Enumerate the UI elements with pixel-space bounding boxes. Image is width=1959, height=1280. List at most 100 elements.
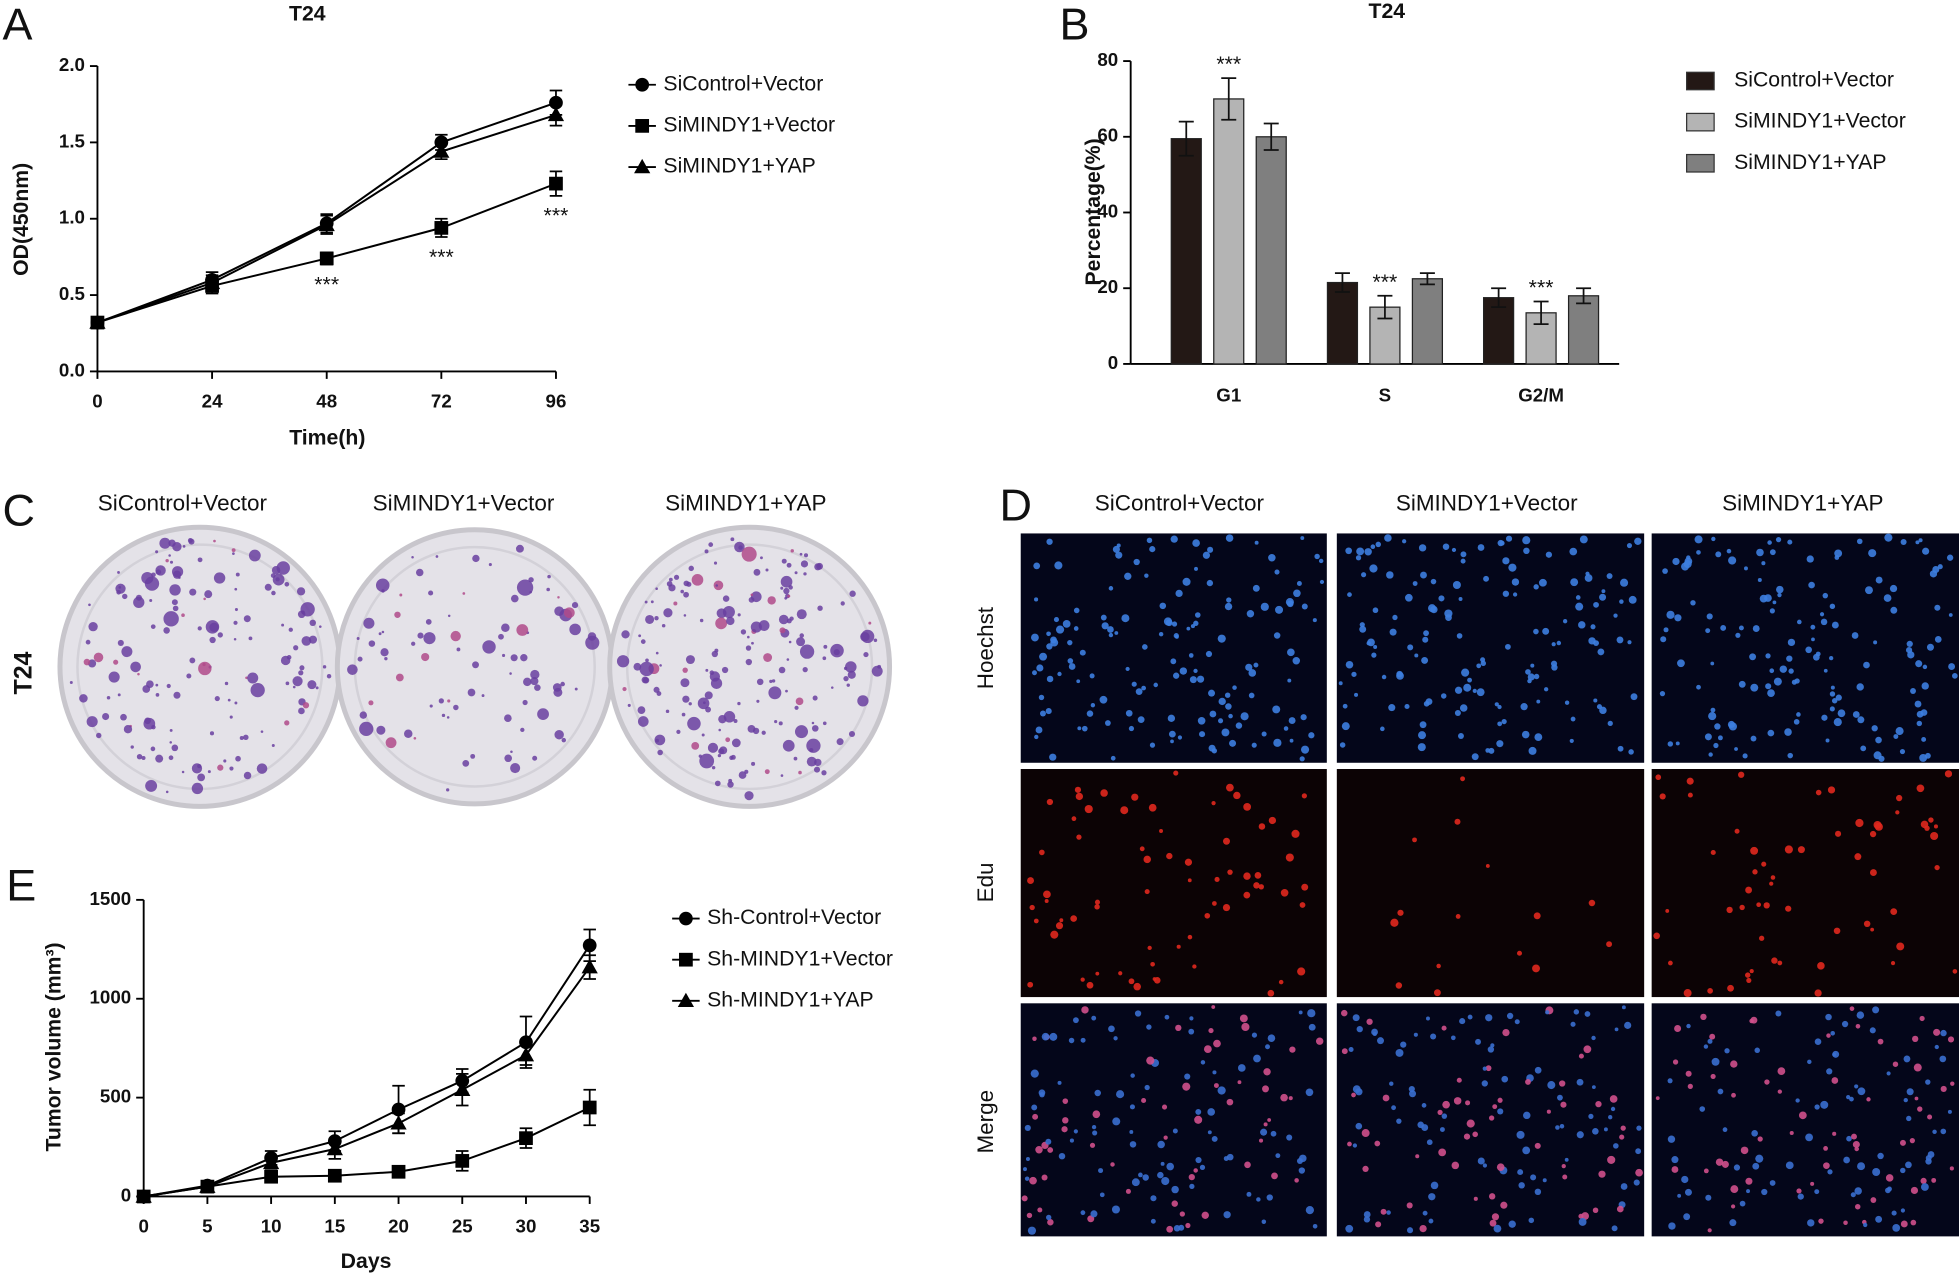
- colony: [233, 620, 238, 625]
- cell: [1797, 846, 1805, 854]
- cell: [1931, 1177, 1937, 1183]
- panel-label: D: [999, 479, 1031, 530]
- cell: [1569, 547, 1578, 556]
- cell: [1895, 794, 1903, 802]
- colony: [847, 670, 856, 679]
- marker: [581, 958, 598, 974]
- cell: [1172, 1128, 1178, 1134]
- colony: [501, 623, 510, 632]
- cell: [1745, 972, 1751, 978]
- cell: [1170, 739, 1174, 744]
- cell: [1081, 725, 1088, 732]
- cell: [1734, 747, 1738, 751]
- colony: [510, 762, 521, 774]
- cell: [1528, 1217, 1535, 1224]
- cell: [1592, 1207, 1599, 1214]
- cell: [1458, 597, 1463, 601]
- colony: [315, 686, 319, 690]
- cell: [1129, 1141, 1137, 1148]
- cell: [1805, 646, 1812, 654]
- cell: [1616, 1205, 1624, 1213]
- colony: [727, 781, 734, 788]
- error-bar: [1334, 272, 1350, 293]
- cell: [1171, 621, 1178, 627]
- cell: [1745, 886, 1753, 894]
- cell: [1407, 644, 1414, 651]
- colony: [232, 552, 235, 555]
- cell: [1601, 589, 1606, 594]
- colony: [117, 693, 121, 697]
- cell: [1456, 1077, 1462, 1083]
- cell: [1619, 1134, 1625, 1140]
- cell: [1830, 1031, 1836, 1036]
- cell: [1726, 906, 1733, 914]
- cell: [1359, 625, 1367, 633]
- cell: [1430, 605, 1438, 614]
- cell: [1655, 1096, 1660, 1101]
- colony: [794, 725, 809, 739]
- colony: [709, 670, 715, 675]
- colony: [488, 563, 492, 567]
- bar: [1326, 281, 1359, 365]
- cell: [1146, 1024, 1152, 1030]
- colony: [528, 577, 534, 583]
- bar: [1170, 138, 1202, 365]
- colony: [750, 591, 762, 603]
- cell: [1593, 601, 1599, 608]
- colony: [760, 556, 763, 560]
- cell: [1412, 837, 1417, 843]
- cell: [1045, 1138, 1052, 1145]
- cell: [1041, 1174, 1048, 1181]
- cell: [1948, 613, 1953, 617]
- colony: [798, 770, 802, 775]
- cell: [1869, 830, 1877, 838]
- colony: [123, 725, 133, 734]
- cell: [1599, 593, 1607, 601]
- cell: [1671, 1156, 1679, 1164]
- cell: [1080, 977, 1085, 982]
- cell: [1034, 734, 1039, 740]
- cell: [1731, 1092, 1736, 1098]
- colony: [717, 753, 722, 758]
- cell: [1287, 648, 1295, 657]
- cell: [1296, 581, 1302, 586]
- cell: [1453, 1097, 1462, 1105]
- colony: [137, 672, 140, 676]
- cell: [1194, 1115, 1203, 1124]
- colony: [235, 572, 240, 577]
- colony: [462, 592, 466, 595]
- marker: [519, 1131, 533, 1146]
- cell: [1421, 1103, 1427, 1108]
- legend-marker: [679, 911, 693, 926]
- colony: [537, 708, 549, 720]
- colony: [108, 671, 120, 683]
- cell: [1266, 1194, 1273, 1201]
- colony: [778, 721, 783, 726]
- cell: [1131, 1178, 1140, 1187]
- cell: [1735, 632, 1741, 638]
- colony: [814, 758, 822, 767]
- cell: [1767, 540, 1772, 545]
- cell: [1628, 749, 1634, 755]
- cell: [1436, 963, 1441, 969]
- colony: [557, 596, 560, 599]
- y-tick-label: 1000: [90, 987, 132, 1008]
- cell: [1900, 1167, 1906, 1174]
- cell: [1425, 698, 1433, 706]
- colony: [715, 617, 728, 630]
- cell: [1129, 1104, 1136, 1110]
- colony: [245, 676, 248, 680]
- colony: [821, 770, 827, 776]
- cell: [1112, 1117, 1121, 1126]
- cell: [1551, 642, 1556, 647]
- cell: [1209, 710, 1217, 718]
- cell: [1176, 944, 1181, 949]
- cell: [1759, 935, 1765, 941]
- cell: [1363, 1211, 1371, 1218]
- colony: [117, 571, 120, 574]
- microscopy-image: [1020, 768, 1327, 998]
- colony: [165, 558, 169, 563]
- cell: [1228, 713, 1233, 719]
- cell: [1471, 753, 1479, 761]
- cell: [1677, 659, 1685, 668]
